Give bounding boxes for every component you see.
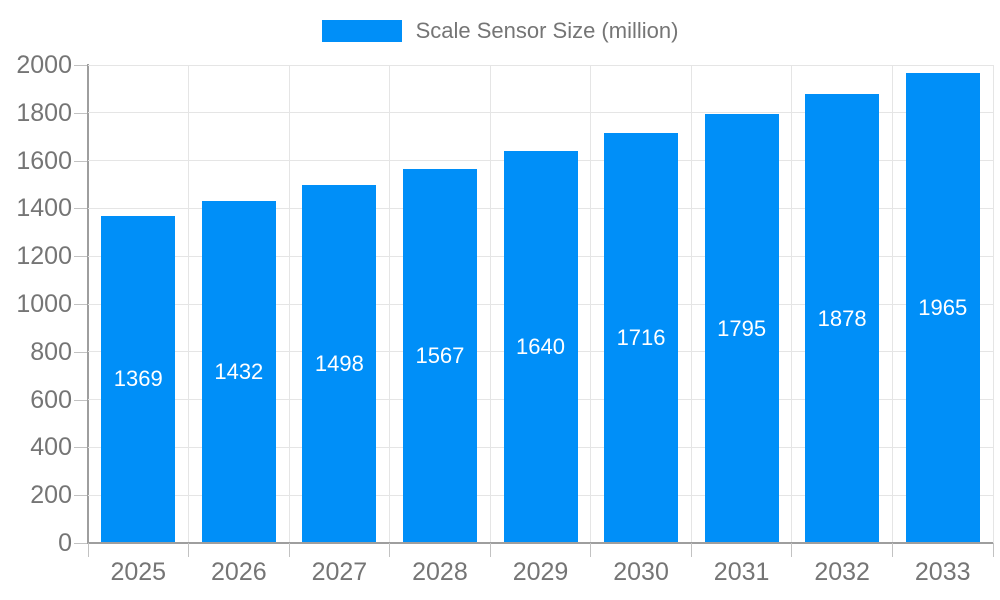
x-axis-label: 2025: [110, 558, 167, 586]
y-axis-tick: [74, 160, 87, 162]
y-axis-tick-label: 2000: [16, 51, 72, 79]
bar-value-label: 1567: [415, 342, 465, 368]
bar-2030: 1716: [604, 132, 679, 543]
x-axis-label: 2028: [412, 558, 468, 586]
x-gridline: [791, 65, 793, 543]
y-axis-tick: [74, 447, 87, 449]
x-axis-tick: [690, 543, 692, 557]
y-axis-tick-label: 1200: [16, 242, 72, 271]
bar-value-label: 1795: [717, 315, 767, 341]
x-axis-tick: [992, 543, 994, 557]
x-gridline: [690, 65, 692, 543]
plot-area: 1369 1432 1498 1567 1640 1716 1795 1878 1965: [88, 64, 994, 543]
bar-value-label: 1878: [817, 305, 867, 331]
x-axis-tick: [791, 543, 793, 557]
bar-2026: 1432: [201, 200, 276, 543]
y-axis-tick-label: 1600: [16, 146, 72, 175]
x-axis-label: 2030: [613, 558, 669, 586]
y-axis-tick: [74, 399, 87, 401]
legend-label: Scale Sensor Size (million): [415, 18, 679, 43]
x-gridline: [590, 65, 592, 543]
y-axis-tick: [74, 65, 87, 66]
y-axis-tick: [74, 208, 87, 210]
y-axis-line: [87, 64, 89, 544]
x-axis-label: 2031: [713, 558, 770, 586]
legend-swatch: [321, 20, 402, 42]
x-axis-tick: [489, 543, 491, 557]
x-axis-tick: [188, 543, 190, 557]
x-axis-tick: [590, 543, 592, 557]
y-axis-tick: [74, 304, 87, 305]
bar-value-label: 1369: [113, 366, 163, 392]
x-gridline: [489, 65, 491, 543]
y-axis-tick-label: 800: [30, 337, 72, 366]
x-axis-label: 2026: [211, 558, 267, 586]
x-axis-tick: [389, 543, 391, 557]
x-axis-label: 2033: [914, 558, 971, 586]
x-axis-label: 2029: [512, 558, 569, 586]
bar-value-label: 1498: [314, 350, 364, 376]
y-axis-tick: [74, 112, 87, 114]
x-gridline: [992, 65, 994, 543]
bar-value-label: 1640: [516, 334, 565, 360]
y-axis-tick: [74, 256, 87, 258]
bar-2029: 1640: [503, 151, 578, 543]
bar-2025: 1369: [101, 215, 176, 543]
y-axis-tick: [74, 351, 87, 353]
y-axis-tick-label: 0: [58, 529, 72, 557]
x-gridline: [389, 65, 391, 543]
y-axis-tick-label: 400: [30, 433, 72, 462]
y-axis-tick-label: 1400: [16, 194, 72, 223]
y-axis-tick-label: 1000: [16, 290, 72, 318]
x-gridline: [288, 65, 290, 543]
x-axis-tick: [288, 543, 290, 557]
x-axis-line: [87, 542, 993, 544]
bar-2031: 1795: [704, 114, 779, 543]
x-axis-tick: [891, 543, 893, 557]
y-gridline: [88, 64, 993, 66]
y-axis-tick: [74, 543, 87, 544]
bar-2028: 1567: [402, 168, 477, 543]
y-gridline: [88, 112, 993, 114]
y-axis-tick: [74, 495, 87, 497]
y-axis-tick-label: 1800: [16, 98, 72, 127]
x-axis-tick: [87, 543, 89, 557]
chart-legend-item[interactable]: Scale Sensor Size (million): [0, 18, 1000, 44]
x-axis-label: 2032: [814, 558, 870, 586]
y-axis-tick-label: 600: [30, 385, 72, 414]
x-axis-label: 2027: [311, 558, 368, 586]
bar-2027: 1498: [302, 184, 377, 543]
y-axis-tick-label: 200: [30, 481, 72, 510]
bar-value-label: 1432: [214, 358, 264, 384]
bar-value-label: 1965: [918, 295, 968, 321]
bar-value-label: 1716: [616, 324, 666, 350]
bar-2032: 1878: [805, 94, 880, 543]
x-gridline: [891, 65, 893, 543]
bar-2033: 1965: [905, 73, 980, 543]
x-gridline: [188, 65, 190, 543]
